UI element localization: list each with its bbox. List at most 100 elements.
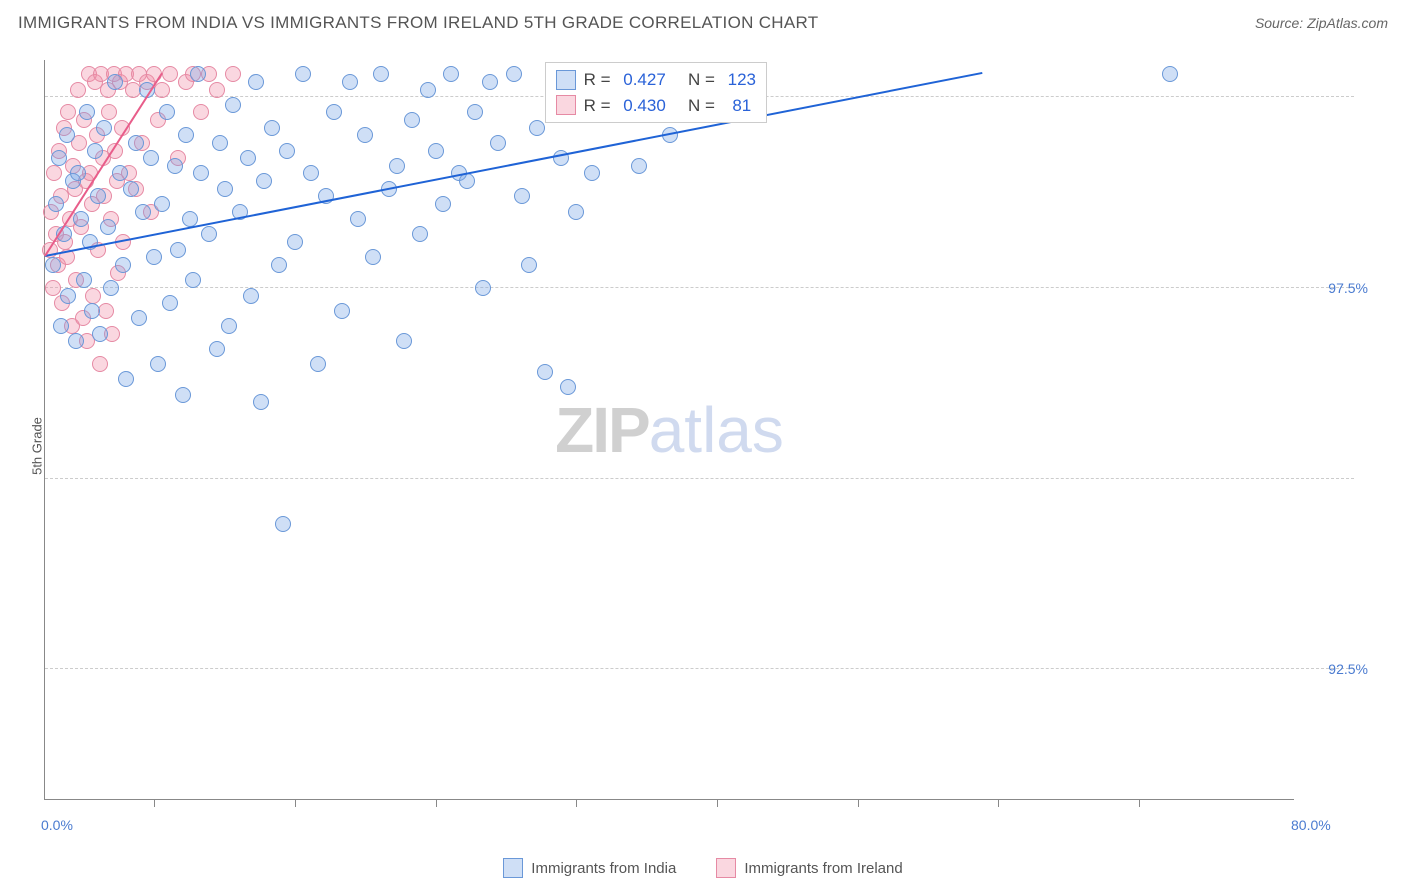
scatter-point-ireland bbox=[101, 104, 117, 120]
scatter-point-india bbox=[143, 150, 159, 166]
scatter-point-india bbox=[529, 120, 545, 136]
scatter-point-india bbox=[100, 219, 116, 235]
scatter-point-india bbox=[96, 120, 112, 136]
scatter-point-india bbox=[154, 196, 170, 212]
scatter-point-india bbox=[118, 371, 134, 387]
watermark: ZIPatlas bbox=[555, 393, 784, 467]
scatter-point-india bbox=[48, 196, 64, 212]
scatter-point-india bbox=[59, 127, 75, 143]
scatter-point-india bbox=[45, 257, 61, 273]
scatter-point-india bbox=[87, 143, 103, 159]
trend-line-india bbox=[45, 72, 983, 257]
scatter-point-india bbox=[73, 211, 89, 227]
scatter-point-india bbox=[123, 181, 139, 197]
scatter-point-india bbox=[443, 66, 459, 82]
scatter-point-india bbox=[506, 66, 522, 82]
scatter-point-india bbox=[159, 104, 175, 120]
legend-label-india: Immigrants from India bbox=[531, 860, 676, 877]
scatter-point-india bbox=[631, 158, 647, 174]
scatter-point-india bbox=[295, 66, 311, 82]
scatter-point-india bbox=[107, 74, 123, 90]
scatter-point-ireland bbox=[162, 66, 178, 82]
x-tick bbox=[295, 799, 296, 807]
scatter-point-india bbox=[112, 165, 128, 181]
scatter-point-india bbox=[190, 66, 206, 82]
scatter-point-india bbox=[404, 112, 420, 128]
scatter-point-ireland bbox=[225, 66, 241, 82]
scatter-point-india bbox=[217, 181, 233, 197]
scatter-point-ireland bbox=[85, 288, 101, 304]
scatter-point-india bbox=[537, 364, 553, 380]
scatter-point-india bbox=[420, 82, 436, 98]
stats-row: R = 0.430 N = 81 bbox=[556, 93, 756, 119]
scatter-point-ireland bbox=[45, 280, 61, 296]
y-tick-label: 92.5% bbox=[1308, 661, 1368, 677]
scatter-point-india bbox=[264, 120, 280, 136]
scatter-point-india bbox=[92, 326, 108, 342]
scatter-point-india bbox=[350, 211, 366, 227]
scatter-point-india bbox=[221, 318, 237, 334]
scatter-point-india bbox=[560, 379, 576, 395]
scatter-point-india bbox=[60, 288, 76, 304]
bottom-legend: Immigrants from India Immigrants from Ir… bbox=[0, 858, 1406, 878]
scatter-point-ireland bbox=[46, 165, 62, 181]
scatter-point-india bbox=[243, 288, 259, 304]
x-tick bbox=[998, 799, 999, 807]
gridline-h bbox=[45, 668, 1354, 669]
x-tick bbox=[436, 799, 437, 807]
stats-box: R = 0.427 N = 123R = 0.430 N = 81 bbox=[545, 62, 767, 123]
scatter-point-india bbox=[70, 165, 86, 181]
scatter-point-india bbox=[342, 74, 358, 90]
x-tick bbox=[576, 799, 577, 807]
scatter-point-india bbox=[53, 318, 69, 334]
legend-swatch-ireland bbox=[716, 858, 736, 878]
scatter-point-india bbox=[170, 242, 186, 258]
scatter-point-india bbox=[287, 234, 303, 250]
scatter-point-india bbox=[146, 249, 162, 265]
gridline-h bbox=[45, 478, 1354, 479]
scatter-point-india bbox=[256, 173, 272, 189]
scatter-point-india bbox=[212, 135, 228, 151]
scatter-point-india bbox=[373, 66, 389, 82]
scatter-point-ireland bbox=[98, 303, 114, 319]
scatter-point-india bbox=[389, 158, 405, 174]
scatter-point-ireland bbox=[92, 356, 108, 372]
scatter-point-india bbox=[90, 188, 106, 204]
scatter-point-india bbox=[193, 165, 209, 181]
scatter-point-india bbox=[51, 150, 67, 166]
watermark-part2: atlas bbox=[649, 394, 784, 466]
scatter-point-ireland bbox=[60, 104, 76, 120]
scatter-point-india bbox=[568, 204, 584, 220]
scatter-point-india bbox=[482, 74, 498, 90]
scatter-point-india bbox=[178, 127, 194, 143]
scatter-point-india bbox=[514, 188, 530, 204]
scatter-point-india bbox=[357, 127, 373, 143]
stats-swatch-india bbox=[556, 70, 576, 90]
scatter-point-india bbox=[131, 310, 147, 326]
scatter-point-india bbox=[428, 143, 444, 159]
scatter-point-india bbox=[225, 97, 241, 113]
scatter-point-india bbox=[412, 226, 428, 242]
scatter-point-india bbox=[201, 226, 217, 242]
legend-item-india: Immigrants from India bbox=[503, 858, 676, 878]
scatter-point-india bbox=[521, 257, 537, 273]
x-tick-label: 80.0% bbox=[1291, 817, 1331, 833]
scatter-point-india bbox=[310, 356, 326, 372]
x-tick-label: 0.0% bbox=[41, 817, 73, 833]
scatter-point-india bbox=[79, 104, 95, 120]
scatter-point-india bbox=[68, 333, 84, 349]
scatter-point-india bbox=[334, 303, 350, 319]
chart-title: IMMIGRANTS FROM INDIA VS IMMIGRANTS FROM… bbox=[18, 13, 818, 33]
y-tick-label: 97.5% bbox=[1308, 280, 1368, 296]
x-tick bbox=[717, 799, 718, 807]
scatter-point-ireland bbox=[154, 82, 170, 98]
stats-swatch-ireland bbox=[556, 95, 576, 115]
scatter-point-ireland bbox=[70, 82, 86, 98]
scatter-point-india bbox=[135, 204, 151, 220]
legend-swatch-india bbox=[503, 858, 523, 878]
scatter-point-india bbox=[115, 257, 131, 273]
gridline-h bbox=[45, 287, 1354, 288]
scatter-point-india bbox=[435, 196, 451, 212]
scatter-point-india bbox=[240, 150, 256, 166]
chart-header: IMMIGRANTS FROM INDIA VS IMMIGRANTS FROM… bbox=[0, 0, 1406, 46]
